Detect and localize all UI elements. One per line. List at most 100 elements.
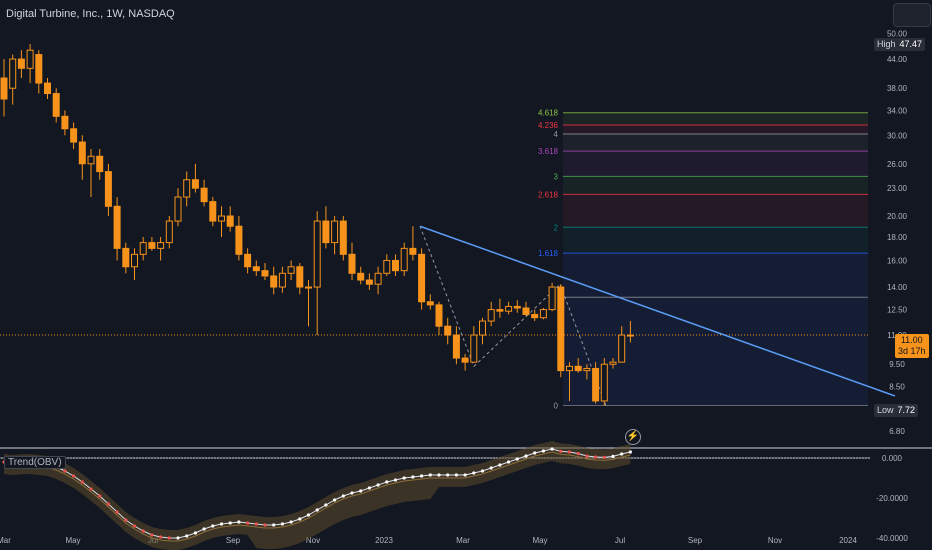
x-tick-label: 2023 — [375, 536, 393, 545]
candle-body — [209, 201, 217, 222]
obv-point — [333, 498, 337, 502]
obv-point — [72, 474, 76, 478]
obv-band — [4, 441, 631, 550]
candle-body — [331, 220, 339, 244]
obv-point — [159, 535, 163, 539]
fib-zone — [563, 176, 868, 195]
candle-body — [339, 220, 347, 255]
indicator-y-tick: 0.000 — [882, 454, 903, 463]
square-button-icon[interactable] — [893, 3, 931, 27]
obv-point — [367, 486, 371, 490]
obv-point — [402, 476, 406, 480]
candle-body — [505, 305, 513, 312]
obv-point — [359, 489, 363, 493]
candle-body — [174, 196, 182, 222]
y-tick-label: 8.50 — [889, 382, 905, 391]
candle-body — [52, 93, 60, 117]
fib-label: 2 — [554, 223, 559, 232]
obv-point — [280, 522, 284, 526]
obv-point — [289, 520, 293, 524]
y-tick-label: 20.00 — [887, 212, 908, 221]
obv-point — [202, 527, 206, 531]
candle-body — [87, 155, 95, 165]
candle-body — [609, 361, 617, 365]
candle-body — [313, 220, 321, 288]
obv-point — [228, 521, 232, 525]
candle-body — [522, 307, 530, 315]
indicator-label[interactable]: Trend(OBV) — [4, 456, 66, 469]
obv-point — [541, 449, 546, 453]
obv-point — [89, 487, 93, 491]
obv-ma-line — [3, 451, 631, 542]
y-tick-label: 12.50 — [887, 306, 908, 315]
obv-point — [237, 520, 241, 524]
x-tick-label: Nov — [306, 536, 320, 545]
candle-body — [574, 365, 582, 372]
obv-point — [515, 457, 519, 461]
candle-body — [461, 357, 469, 363]
high-label: High — [877, 39, 896, 49]
obv-point — [602, 455, 606, 459]
candle-body — [17, 58, 25, 69]
obv-point — [385, 480, 389, 484]
candle-body — [0, 77, 8, 100]
candle-body — [235, 225, 243, 255]
obv-point — [176, 536, 180, 540]
y-tick-label: 16.00 — [887, 256, 908, 265]
candle-body — [409, 247, 417, 255]
fib-label: 2.618 — [538, 190, 559, 199]
obv-point — [246, 521, 250, 525]
y-tick-label: 6.80 — [889, 427, 905, 436]
y-tick-label: 26.00 — [887, 160, 908, 169]
fib-label: 4.618 — [538, 109, 559, 118]
countdown-value: 3d 17h — [898, 346, 926, 356]
obv-point — [446, 473, 450, 477]
obv-point — [454, 473, 458, 477]
last-price-value: 11.00 — [900, 335, 923, 345]
candle-body — [626, 334, 634, 337]
fib-label: 0 — [554, 402, 559, 411]
y-tick-label: 30.00 — [887, 131, 908, 140]
obv-point — [324, 503, 328, 507]
obv-point — [350, 491, 354, 495]
x-tick-label: Nov — [768, 536, 782, 545]
candle-body — [287, 266, 295, 274]
x-tick-label: Mar — [456, 536, 470, 545]
obv-point — [559, 449, 563, 453]
obv-point — [567, 450, 572, 454]
candle-body — [592, 367, 600, 402]
candle-body — [357, 272, 365, 281]
indicator-y-tick: -20.0000 — [876, 494, 908, 503]
candle-body — [392, 259, 399, 272]
obv-point — [376, 483, 380, 487]
candle-body — [557, 286, 565, 372]
chart-title: Digital Turbine, Inc., 1W, NASDAQ — [6, 8, 175, 20]
obv-point — [507, 460, 511, 464]
low-badge: Low 7.72 — [874, 404, 919, 417]
candle-body — [426, 301, 434, 306]
low-label: Low — [877, 405, 894, 415]
obv-point — [167, 536, 171, 540]
candle-body — [513, 305, 521, 309]
candle-body — [374, 272, 382, 285]
obv-point — [141, 529, 145, 533]
obv-point — [524, 454, 528, 458]
candle-body — [322, 220, 330, 244]
candle-body — [531, 313, 539, 319]
obv-point — [211, 524, 215, 528]
candle-body — [400, 247, 408, 272]
candle-body — [104, 171, 112, 207]
x-tick-label: May — [532, 536, 547, 545]
obv-point — [437, 473, 441, 477]
lightning-icon[interactable]: ⚡ — [625, 429, 641, 445]
fib-zone — [563, 124, 868, 134]
candle-body — [96, 155, 104, 173]
y-tick-label: 44.00 — [887, 55, 908, 64]
low-value: 7.72 — [897, 405, 916, 415]
candle-body — [583, 367, 591, 372]
candle-body — [365, 279, 373, 285]
candle-body — [435, 304, 443, 327]
candle-body — [496, 309, 504, 312]
candle-body — [244, 253, 252, 268]
